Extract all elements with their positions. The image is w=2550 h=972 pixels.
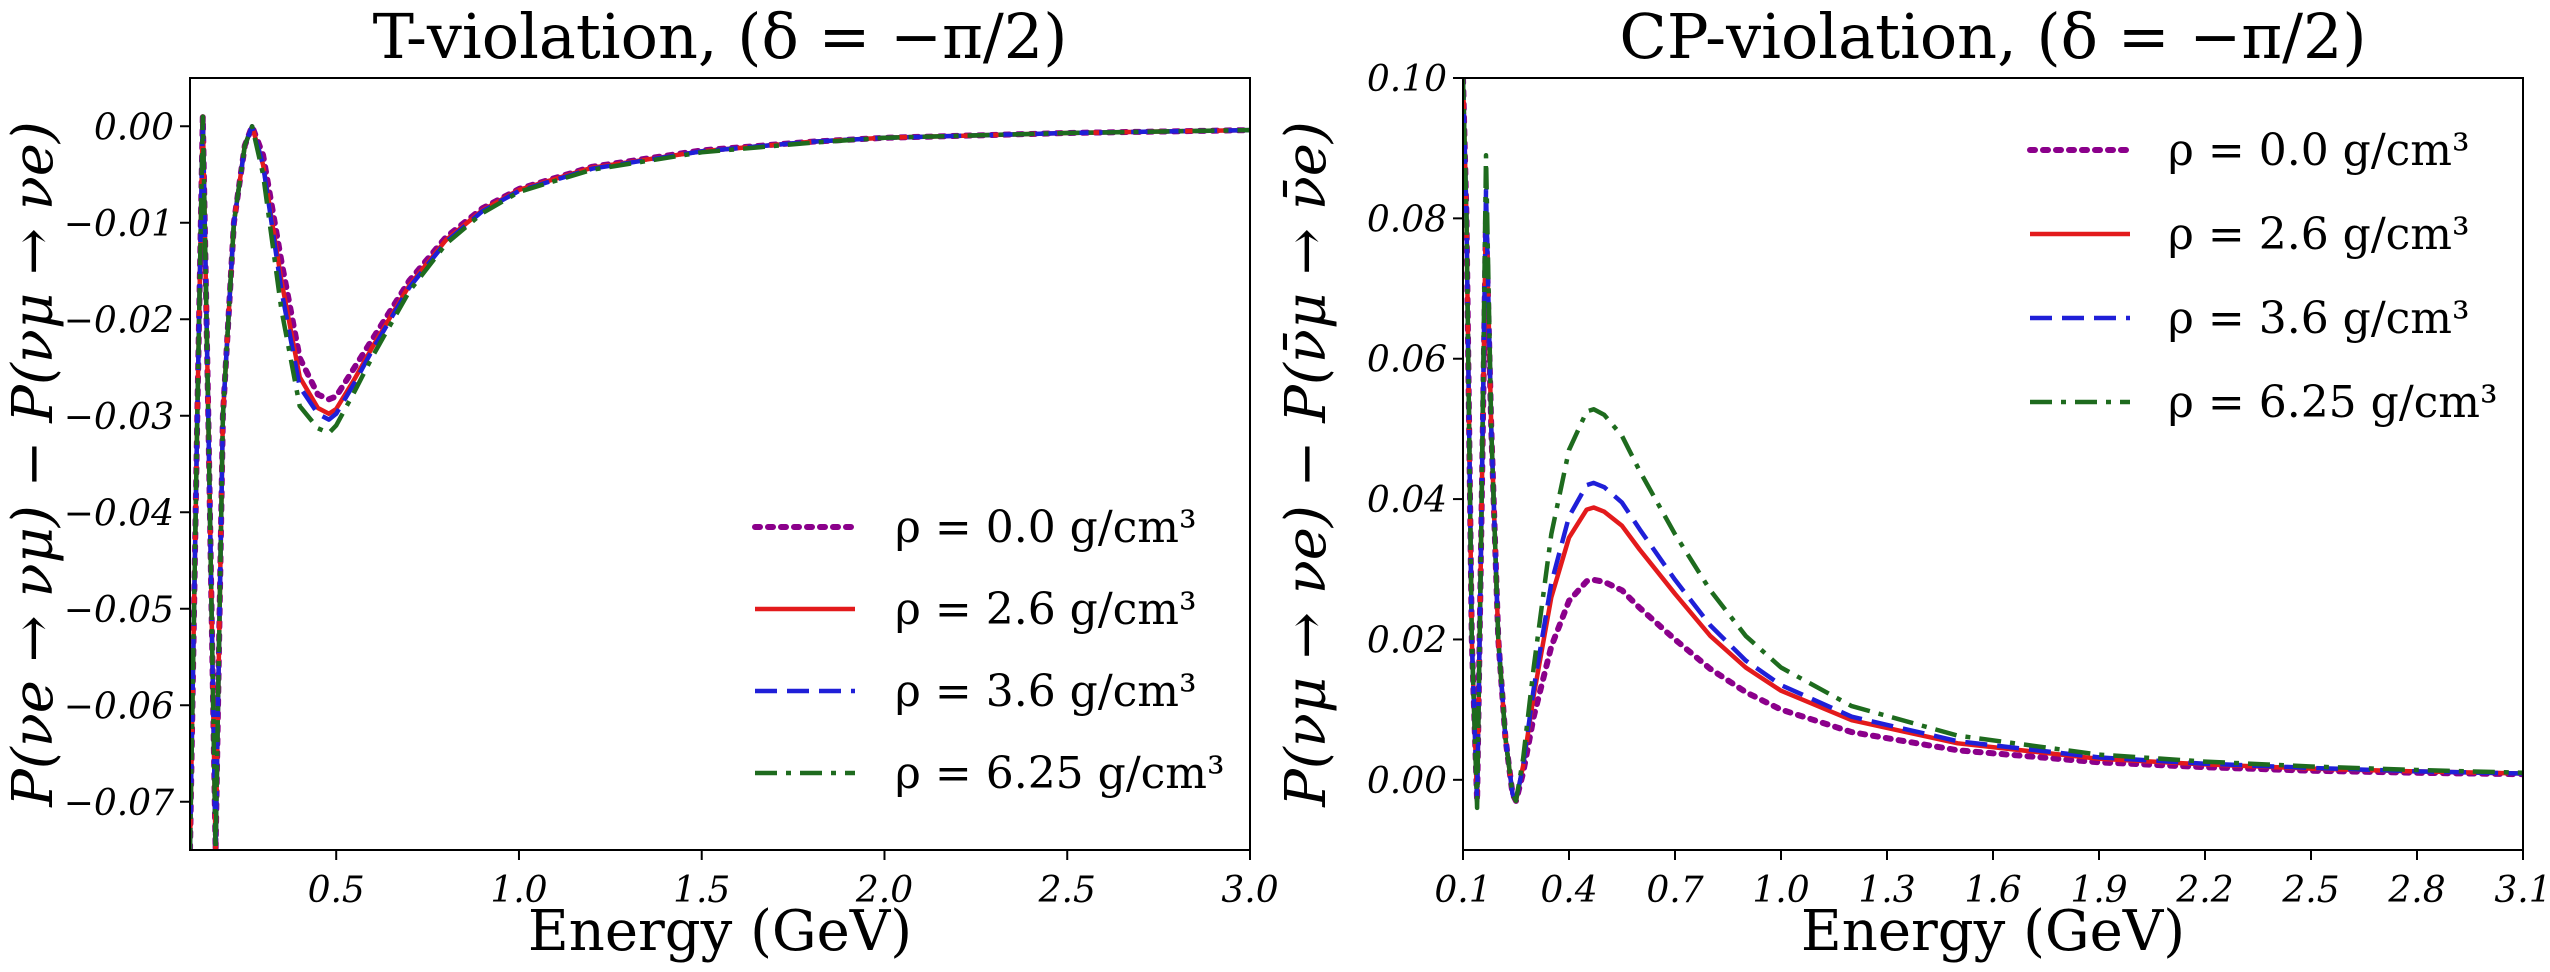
y-tick-label: −0.04 <box>64 493 174 534</box>
y-tick-label: 0.10 <box>1367 59 1447 100</box>
y-tick-label: −0.07 <box>64 783 174 824</box>
y-tick-label: 0.00 <box>94 107 174 148</box>
x-tick-label: 1.5 <box>673 870 730 911</box>
x-tick-label: 3.0 <box>1221 870 1278 911</box>
series-line-0 <box>190 113 1250 850</box>
y-tick-label: 0.04 <box>1367 480 1447 521</box>
x-tick-label: 0.4 <box>1540 870 1597 911</box>
x-tick-label: 3.1 <box>2494 870 2550 911</box>
y-tick-label: −0.05 <box>64 590 174 631</box>
x-tick-label: 0.1 <box>1434 870 1491 911</box>
y-tick-label: 0.06 <box>1367 340 1447 381</box>
series-group <box>190 113 1250 850</box>
y-tick-label: −0.02 <box>64 300 174 341</box>
x-tick-label: 2.2 <box>2175 870 2233 911</box>
series-line-3 <box>1463 78 2523 811</box>
chart-title: T-violation, (δ = −π/2) <box>373 0 1068 73</box>
y-tick-label: −0.06 <box>64 686 174 727</box>
legend-label: ρ = 0.0 g/cm³ <box>895 502 1197 553</box>
legend: ρ = 0.0 g/cm³ ρ = 2.6 g/cm³ ρ = 3.6 g/cm³ ρ… <box>2027 125 2498 428</box>
x-tick-label: 0.5 <box>308 870 365 911</box>
series-line-1 <box>190 114 1250 850</box>
chart-title: CP-violation, (δ = −π/2) <box>1619 0 2366 73</box>
y-tick-label: −0.03 <box>64 397 174 438</box>
x-tick-label: 0.7 <box>1646 870 1703 911</box>
x-tick-label: 2.8 <box>2387 870 2445 911</box>
y-tick-label: 0.08 <box>1367 199 1447 240</box>
series-line-3 <box>190 114 1250 850</box>
legend-label: ρ = 3.6 g/cm³ <box>2168 293 2470 344</box>
x-tick-label: 2.0 <box>855 870 913 911</box>
legend: ρ = 0.0 g/cm³ ρ = 2.6 g/cm³ ρ = 3.6 g/cm³ ρ… <box>752 502 1225 799</box>
chart-cp-violation: 0.1 0.4 0.7 1.0 1.3 1.6 1.9 2.2 2.5 2.8 3.1 0.00 0.0… <box>1274 0 2550 964</box>
y-tick-label: −0.01 <box>64 204 174 245</box>
legend-label: ρ = 2.6 g/cm³ <box>2168 209 2470 260</box>
x-tick-label: 1.0 <box>490 870 547 911</box>
chart-t-violation: 0.5 1.0 1.5 2.0 2.5 3.0 0.00 −0.01 −0.02 −0.03 −0.… <box>1 0 1279 964</box>
series-group <box>1463 78 2523 811</box>
legend-label: ρ = 3.6 g/cm³ <box>895 666 1197 717</box>
y-tick-label: 0.02 <box>1367 620 1447 661</box>
x-tick-label: 2.5 <box>1038 870 1096 911</box>
plot-frame <box>1462 77 2524 851</box>
x-tick-label: 2.5 <box>2281 870 2339 911</box>
series-line-2 <box>190 114 1250 850</box>
x-tick-label: 1.0 <box>1752 870 1809 911</box>
y-tick-label: 0.00 <box>1367 761 1447 802</box>
y-axis-label: P(νe → νμ) − P(νμ → νe) <box>1 121 66 808</box>
x-tick-label: 1.6 <box>1964 870 2021 911</box>
x-axis-label: Energy (GeV) <box>528 899 912 964</box>
plot-frame <box>189 77 1251 851</box>
x-tick-label: 1.9 <box>2070 870 2127 911</box>
legend-label: ρ = 6.25 g/cm³ <box>895 748 1225 799</box>
series-line-2 <box>1463 78 2523 804</box>
legend-label: ρ = 0.0 g/cm³ <box>2168 125 2470 176</box>
x-axis-label: Energy (GeV) <box>1801 899 2185 964</box>
legend-label: ρ = 2.6 g/cm³ <box>895 584 1197 635</box>
y-axis-label: P(νμ → νe) − P(ν̄μ → ν̄e) <box>1274 121 1339 808</box>
legend-label: ρ = 6.25 g/cm³ <box>2168 377 2498 428</box>
x-tick-label: 1.3 <box>1858 870 1915 911</box>
